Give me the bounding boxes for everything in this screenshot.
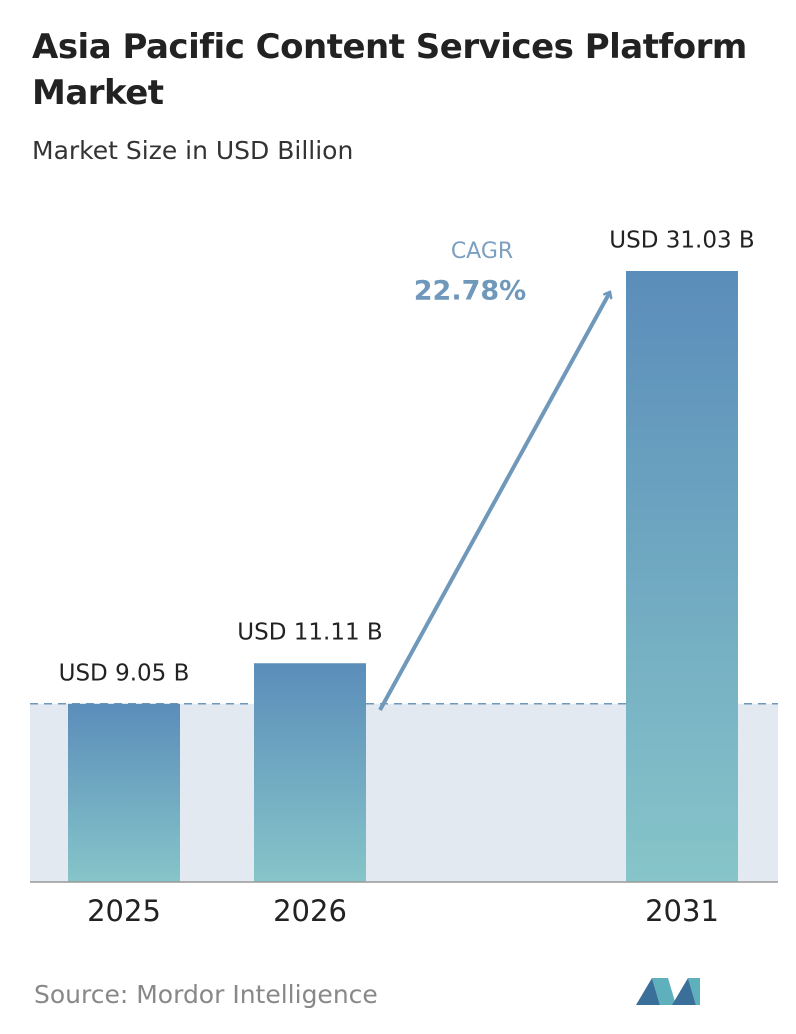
logo xyxy=(636,978,700,1005)
cagr-arrow xyxy=(378,292,610,711)
chart-subtitle: Market Size in USD Billion xyxy=(32,136,354,165)
bar xyxy=(626,271,738,882)
x-tick-label: 2031 xyxy=(645,894,719,928)
bar xyxy=(254,663,366,882)
cagr-value: 22.78% xyxy=(414,276,526,307)
cagr-label: CAGR xyxy=(451,239,513,264)
value-label: USD 31.03 B xyxy=(609,228,754,254)
bar xyxy=(68,703,180,882)
x-tick-label: 2025 xyxy=(87,894,161,928)
value-label: USD 9.05 B xyxy=(59,660,190,686)
chart-title: Asia Pacific Content Services Platform M… xyxy=(32,27,747,113)
source: Source: Mordor Intelligence xyxy=(34,980,378,1009)
x-tick-label: 2026 xyxy=(273,894,347,928)
value-label: USD 11.11 B xyxy=(237,620,382,646)
